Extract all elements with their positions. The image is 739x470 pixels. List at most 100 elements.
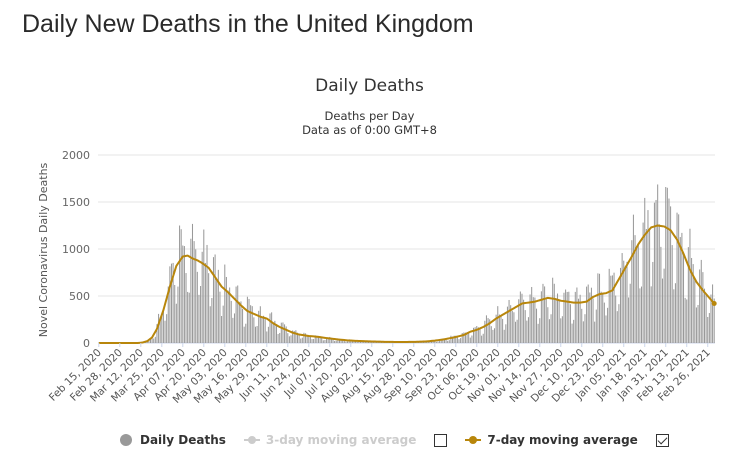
daily-deaths-bar bbox=[158, 313, 160, 343]
daily-deaths-bar bbox=[196, 271, 198, 343]
daily-deaths-bar bbox=[703, 288, 706, 343]
daily-deaths-bar bbox=[468, 332, 470, 343]
daily-deaths-bar bbox=[203, 229, 205, 343]
daily-deaths-bar bbox=[665, 187, 667, 343]
daily-deaths-bar bbox=[710, 294, 712, 343]
daily-deaths-bar bbox=[498, 314, 500, 343]
daily-deaths-bar bbox=[293, 330, 295, 343]
y-tick-label: 0 bbox=[83, 337, 90, 350]
daily-deaths-bar bbox=[243, 326, 245, 343]
daily-deaths-bar bbox=[452, 336, 454, 343]
daily-deaths-bar bbox=[624, 265, 626, 343]
daily-deaths-bar bbox=[582, 321, 584, 343]
bar-series-icon bbox=[118, 434, 134, 446]
daily-deaths-bar bbox=[319, 336, 321, 343]
daily-deaths-bar bbox=[618, 304, 620, 343]
daily-deaths-bar bbox=[705, 294, 707, 343]
daily-deaths-bar bbox=[547, 307, 549, 343]
daily-deaths-bar bbox=[292, 330, 294, 343]
daily-deaths-bar bbox=[229, 287, 231, 343]
daily-deaths-bar bbox=[208, 273, 210, 343]
daily-deaths-bar bbox=[557, 293, 559, 343]
legend-item-7-day-average[interactable]: 7-day moving average bbox=[465, 433, 669, 447]
daily-deaths-bar bbox=[697, 304, 699, 343]
daily-deaths-bar bbox=[274, 320, 276, 343]
daily-deaths-bar bbox=[267, 326, 269, 343]
daily-deaths-bar bbox=[642, 222, 644, 343]
daily-deaths-bar bbox=[640, 286, 643, 343]
daily-deaths-bar bbox=[156, 324, 158, 343]
daily-deaths-bar bbox=[466, 332, 468, 343]
daily-deaths-bar bbox=[506, 306, 508, 343]
daily-deaths-bar bbox=[479, 328, 481, 343]
daily-deaths-bar bbox=[246, 296, 248, 343]
chart-subtitle-line-2: Data as of 0:00 GMT+8 bbox=[302, 123, 437, 137]
daily-deaths-bar bbox=[661, 278, 664, 343]
daily-deaths-bar bbox=[569, 304, 571, 343]
daily-deaths-bar bbox=[628, 297, 630, 343]
daily-deaths-bar bbox=[490, 326, 492, 343]
daily-deaths-bar bbox=[645, 229, 647, 343]
daily-deaths-bar bbox=[458, 339, 460, 343]
daily-deaths-bar bbox=[539, 318, 541, 343]
daily-deaths-bar bbox=[587, 284, 589, 343]
daily-deaths-bar bbox=[327, 337, 329, 343]
daily-deaths-bar bbox=[526, 320, 528, 343]
daily-deaths-bar bbox=[699, 269, 701, 343]
daily-deaths-bar bbox=[435, 341, 437, 343]
daily-deaths-bar bbox=[613, 272, 615, 343]
daily-deaths-bar bbox=[424, 342, 426, 343]
daily-deaths-bar bbox=[694, 277, 696, 343]
daily-deaths-bar bbox=[237, 285, 239, 343]
daily-deaths-bar bbox=[188, 292, 190, 343]
daily-deaths-bar bbox=[532, 297, 534, 343]
daily-deaths-bar bbox=[471, 335, 473, 343]
checkbox-7-day-average[interactable] bbox=[655, 433, 669, 447]
daily-deaths-bar bbox=[300, 338, 302, 343]
daily-deaths-bar bbox=[204, 262, 206, 343]
daily-deaths-bar bbox=[447, 340, 449, 343]
daily-deaths-bar bbox=[568, 291, 570, 343]
daily-deaths-bar bbox=[558, 299, 560, 343]
checkbox-3-day-average[interactable] bbox=[434, 433, 448, 447]
daily-deaths-bar bbox=[590, 287, 592, 343]
daily-deaths-bar bbox=[330, 338, 332, 343]
daily-deaths-bar bbox=[632, 214, 634, 343]
daily-deaths-bar bbox=[484, 320, 486, 343]
daily-deaths-bar bbox=[524, 310, 526, 343]
daily-deaths-bar bbox=[576, 287, 578, 343]
daily-deaths-bar bbox=[263, 315, 265, 343]
legend-item-3-day-average[interactable]: 3-day moving average bbox=[243, 433, 448, 447]
daily-deaths-bar bbox=[489, 319, 491, 343]
daily-deaths-bar bbox=[678, 214, 680, 343]
daily-deaths-bar bbox=[566, 291, 568, 343]
daily-deaths-bar bbox=[271, 312, 273, 343]
daily-deaths-bar bbox=[322, 340, 324, 343]
daily-deaths-bar bbox=[258, 310, 260, 343]
legend-item-daily-deaths[interactable]: Daily Deaths bbox=[118, 433, 226, 447]
daily-deaths-bar bbox=[605, 315, 607, 343]
daily-deaths-bar bbox=[615, 295, 617, 343]
daily-deaths-bar bbox=[169, 266, 171, 343]
daily-deaths-bar bbox=[453, 335, 455, 343]
daily-deaths-bar bbox=[151, 337, 153, 343]
daily-deaths-bar bbox=[649, 228, 651, 343]
daily-deaths-bar bbox=[686, 299, 688, 343]
daily-deaths-bar bbox=[687, 247, 689, 343]
daily-deaths-bar bbox=[256, 326, 258, 343]
daily-deaths-bar bbox=[600, 291, 602, 343]
daily-deaths-bar bbox=[334, 340, 336, 343]
daily-deaths-bar bbox=[316, 335, 318, 343]
daily-deaths-bar bbox=[311, 339, 313, 343]
daily-deaths-bar bbox=[519, 291, 521, 343]
daily-deaths-bar bbox=[242, 308, 244, 343]
daily-deaths-bar bbox=[529, 294, 531, 343]
daily-deaths-bar bbox=[149, 338, 152, 343]
daily-deaths-bar bbox=[636, 246, 638, 343]
daily-deaths-bar bbox=[578, 298, 580, 343]
daily-deaths-bar bbox=[668, 198, 670, 343]
line-series-icon bbox=[243, 434, 260, 446]
daily-deaths-bar bbox=[494, 328, 496, 343]
daily-deaths-bar bbox=[461, 333, 463, 343]
